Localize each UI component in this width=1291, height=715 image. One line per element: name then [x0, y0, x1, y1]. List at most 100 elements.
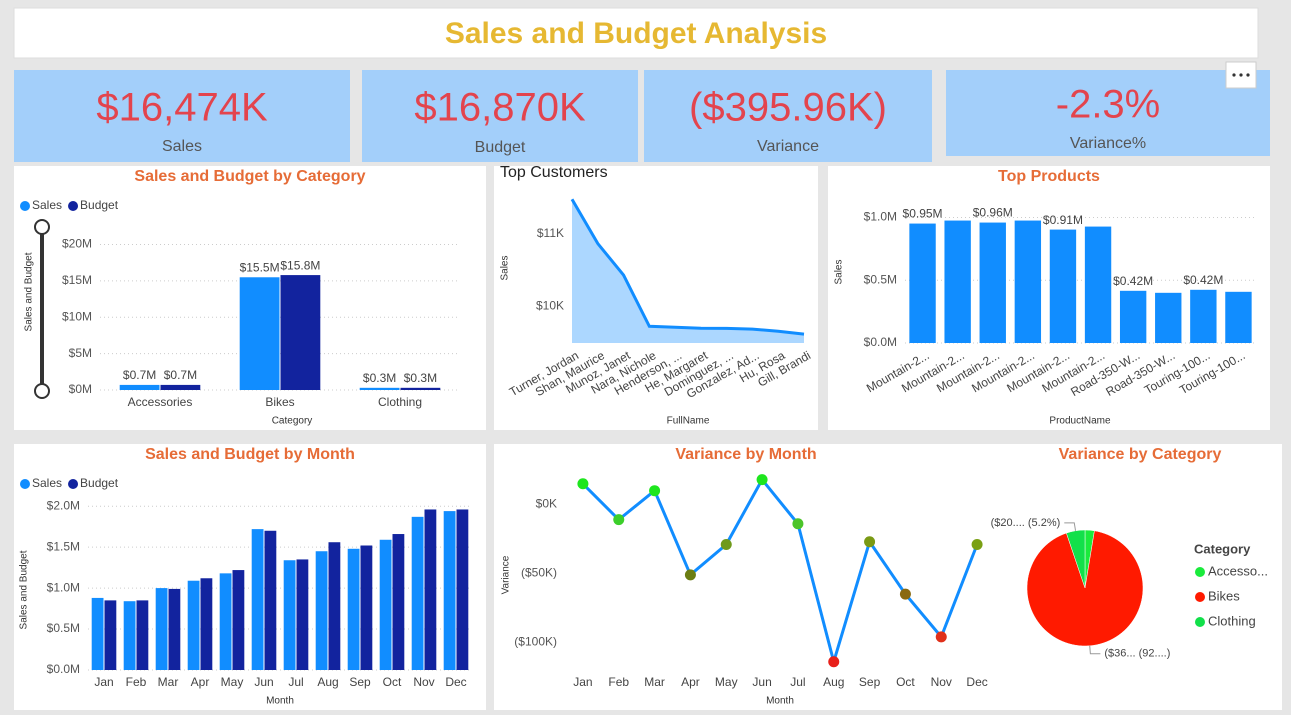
bar	[168, 588, 181, 670]
y-tick-label: ($50K)	[521, 566, 557, 580]
data-label: $15.8M	[280, 258, 320, 272]
point	[864, 536, 876, 548]
area-fill	[572, 199, 804, 343]
x-tick-label: Mar	[644, 675, 665, 689]
kpi-value: -2.3%	[1056, 83, 1161, 127]
x-tick-label: Apr	[191, 675, 210, 689]
x-tick-label: Oct	[896, 675, 915, 689]
y-tick-label: ($100K)	[514, 635, 557, 649]
data-label: ($20.... (5.2%)	[991, 517, 1061, 529]
legend-marker	[1195, 617, 1205, 627]
bar	[1190, 289, 1217, 343]
data-label: $0.7M	[123, 368, 156, 382]
data-label: $0.96M	[973, 206, 1013, 220]
x-tick-label: Nov	[931, 675, 952, 689]
data-label: $0.91M	[1043, 213, 1083, 227]
y-axis-title: Sales	[834, 259, 845, 284]
bar	[91, 597, 104, 670]
kpi-value: $16,474K	[96, 86, 268, 130]
kpi-card[interactable]	[644, 70, 932, 162]
x-tick-label: Aug	[317, 675, 338, 689]
chart-title: Sales and Budget by Month	[145, 446, 355, 463]
bar	[123, 601, 136, 670]
header-panel	[13, 7, 1259, 59]
x-tick-label: Oct	[383, 675, 402, 689]
point	[684, 569, 696, 581]
x-tick-label: Feb	[126, 675, 147, 689]
y-tick-label: $11K	[537, 226, 564, 240]
y-tick-label: $0.5M	[864, 272, 897, 286]
bar	[979, 222, 1006, 343]
bar	[411, 516, 424, 670]
y-tick-label: $0.0M	[864, 335, 897, 349]
kpi-card[interactable]	[946, 70, 1270, 156]
page-title: Sales and Budget Analysis	[445, 17, 827, 50]
bar	[187, 580, 200, 670]
x-tick-label: Jan	[94, 675, 113, 689]
chart-title: Variance by Month	[675, 446, 816, 463]
chart-title: Top Customers	[500, 164, 608, 181]
legend-label: Budget	[80, 476, 119, 490]
slider-handle[interactable]	[34, 383, 50, 399]
data-label: $15.5M	[240, 260, 280, 274]
data-label: $0.95M	[903, 207, 943, 221]
chart-title: Top Products	[998, 168, 1100, 185]
data-label: $0.42M	[1183, 273, 1223, 287]
bar	[360, 545, 373, 670]
y-tick-label: $1.0M	[47, 580, 80, 594]
bar	[443, 511, 456, 670]
y-tick-label: $15M	[62, 273, 92, 287]
bar	[347, 548, 360, 670]
kpi-label: Budget	[475, 139, 526, 156]
x-axis-title: Month	[266, 696, 294, 707]
x-axis-title: FullName	[667, 416, 710, 427]
range-slider[interactable]	[34, 219, 50, 399]
bar	[239, 277, 280, 390]
line	[581, 476, 979, 668]
y-axis-title: Variance	[501, 555, 512, 594]
kpi-label: Variance%	[1070, 135, 1146, 152]
pie-slice	[1026, 530, 1144, 647]
data-label: ($36... (92....)	[1104, 648, 1170, 660]
legend-label: Sales	[32, 198, 62, 212]
legend-title: Category	[1194, 541, 1251, 556]
x-tick-label: Accessories	[128, 395, 193, 409]
y-tick-label: $10K	[536, 299, 564, 313]
legend-marker	[68, 201, 79, 211]
chart-title: Variance by Category	[1059, 446, 1222, 463]
kpi-card[interactable]	[362, 70, 638, 162]
bar	[155, 588, 168, 670]
bar	[219, 573, 232, 670]
legend-label: Clothing	[1208, 613, 1256, 628]
kpi-card[interactable]	[14, 70, 350, 162]
legend-label: Bikes	[1208, 588, 1240, 603]
bar	[296, 559, 309, 670]
more-options[interactable]	[1225, 61, 1257, 89]
bar	[1084, 226, 1112, 343]
x-tick-label: Clothing	[378, 395, 422, 409]
point	[828, 656, 840, 668]
y-tick-label: $0K	[536, 497, 557, 511]
bar	[1049, 229, 1077, 343]
x-tick-label: Jul	[288, 675, 303, 689]
bar	[392, 534, 405, 670]
chart-title: Sales and Budget by Category	[134, 168, 365, 185]
bar	[280, 275, 321, 390]
bar	[119, 384, 160, 390]
bar	[1225, 291, 1252, 343]
point	[613, 514, 625, 526]
y-axis-title: Sales and Budget	[19, 550, 30, 629]
x-tick-label: Dec	[966, 675, 987, 689]
x-axis-title: Category	[272, 416, 313, 427]
point	[720, 538, 732, 550]
point	[577, 478, 589, 490]
bar	[136, 600, 149, 670]
x-axis-title: ProductName	[1049, 416, 1111, 427]
dot	[1232, 73, 1236, 77]
bar	[944, 220, 971, 343]
data-label: $0.3M	[363, 371, 396, 385]
kpi-value: $16,870K	[414, 86, 586, 130]
x-tick-label: Jul	[790, 675, 805, 689]
slider-handle[interactable]	[34, 219, 50, 235]
